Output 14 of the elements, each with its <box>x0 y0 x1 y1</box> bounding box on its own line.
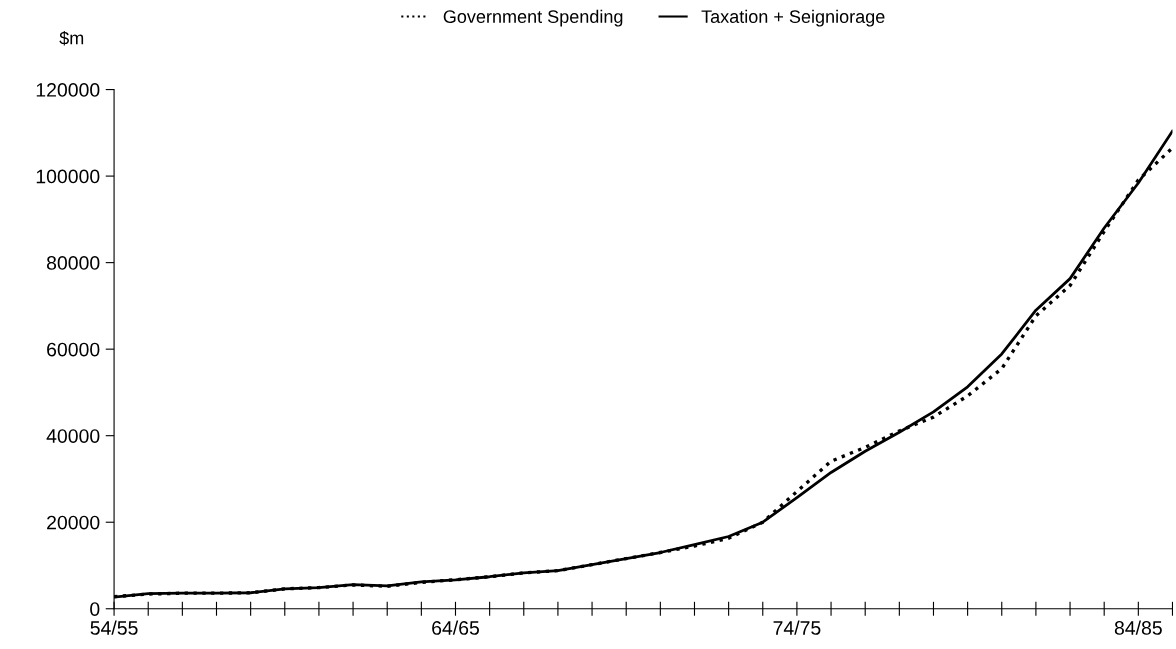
x-tick-label: 54/55 <box>90 620 138 635</box>
x-tick-label: 74/75 <box>773 620 821 635</box>
y-tick-label: 120000 <box>36 83 100 97</box>
legend-label: Government Spending <box>443 9 623 27</box>
y-tick-label: 20000 <box>47 515 100 530</box>
y-axis-title: $m <box>59 30 84 46</box>
y-tick-label: 0 <box>90 602 100 616</box>
legend-label: Taxation + Seigniorage <box>701 9 885 27</box>
x-tick-label: 64/65 <box>432 620 480 635</box>
y-tick-label: 40000 <box>46 429 100 443</box>
y-tick-label: 80000 <box>46 256 100 270</box>
y-tick-label: 100000 <box>36 169 100 184</box>
y-tick-label: 60000 <box>47 342 100 357</box>
x-tick-label: 84/85 <box>1114 620 1162 635</box>
